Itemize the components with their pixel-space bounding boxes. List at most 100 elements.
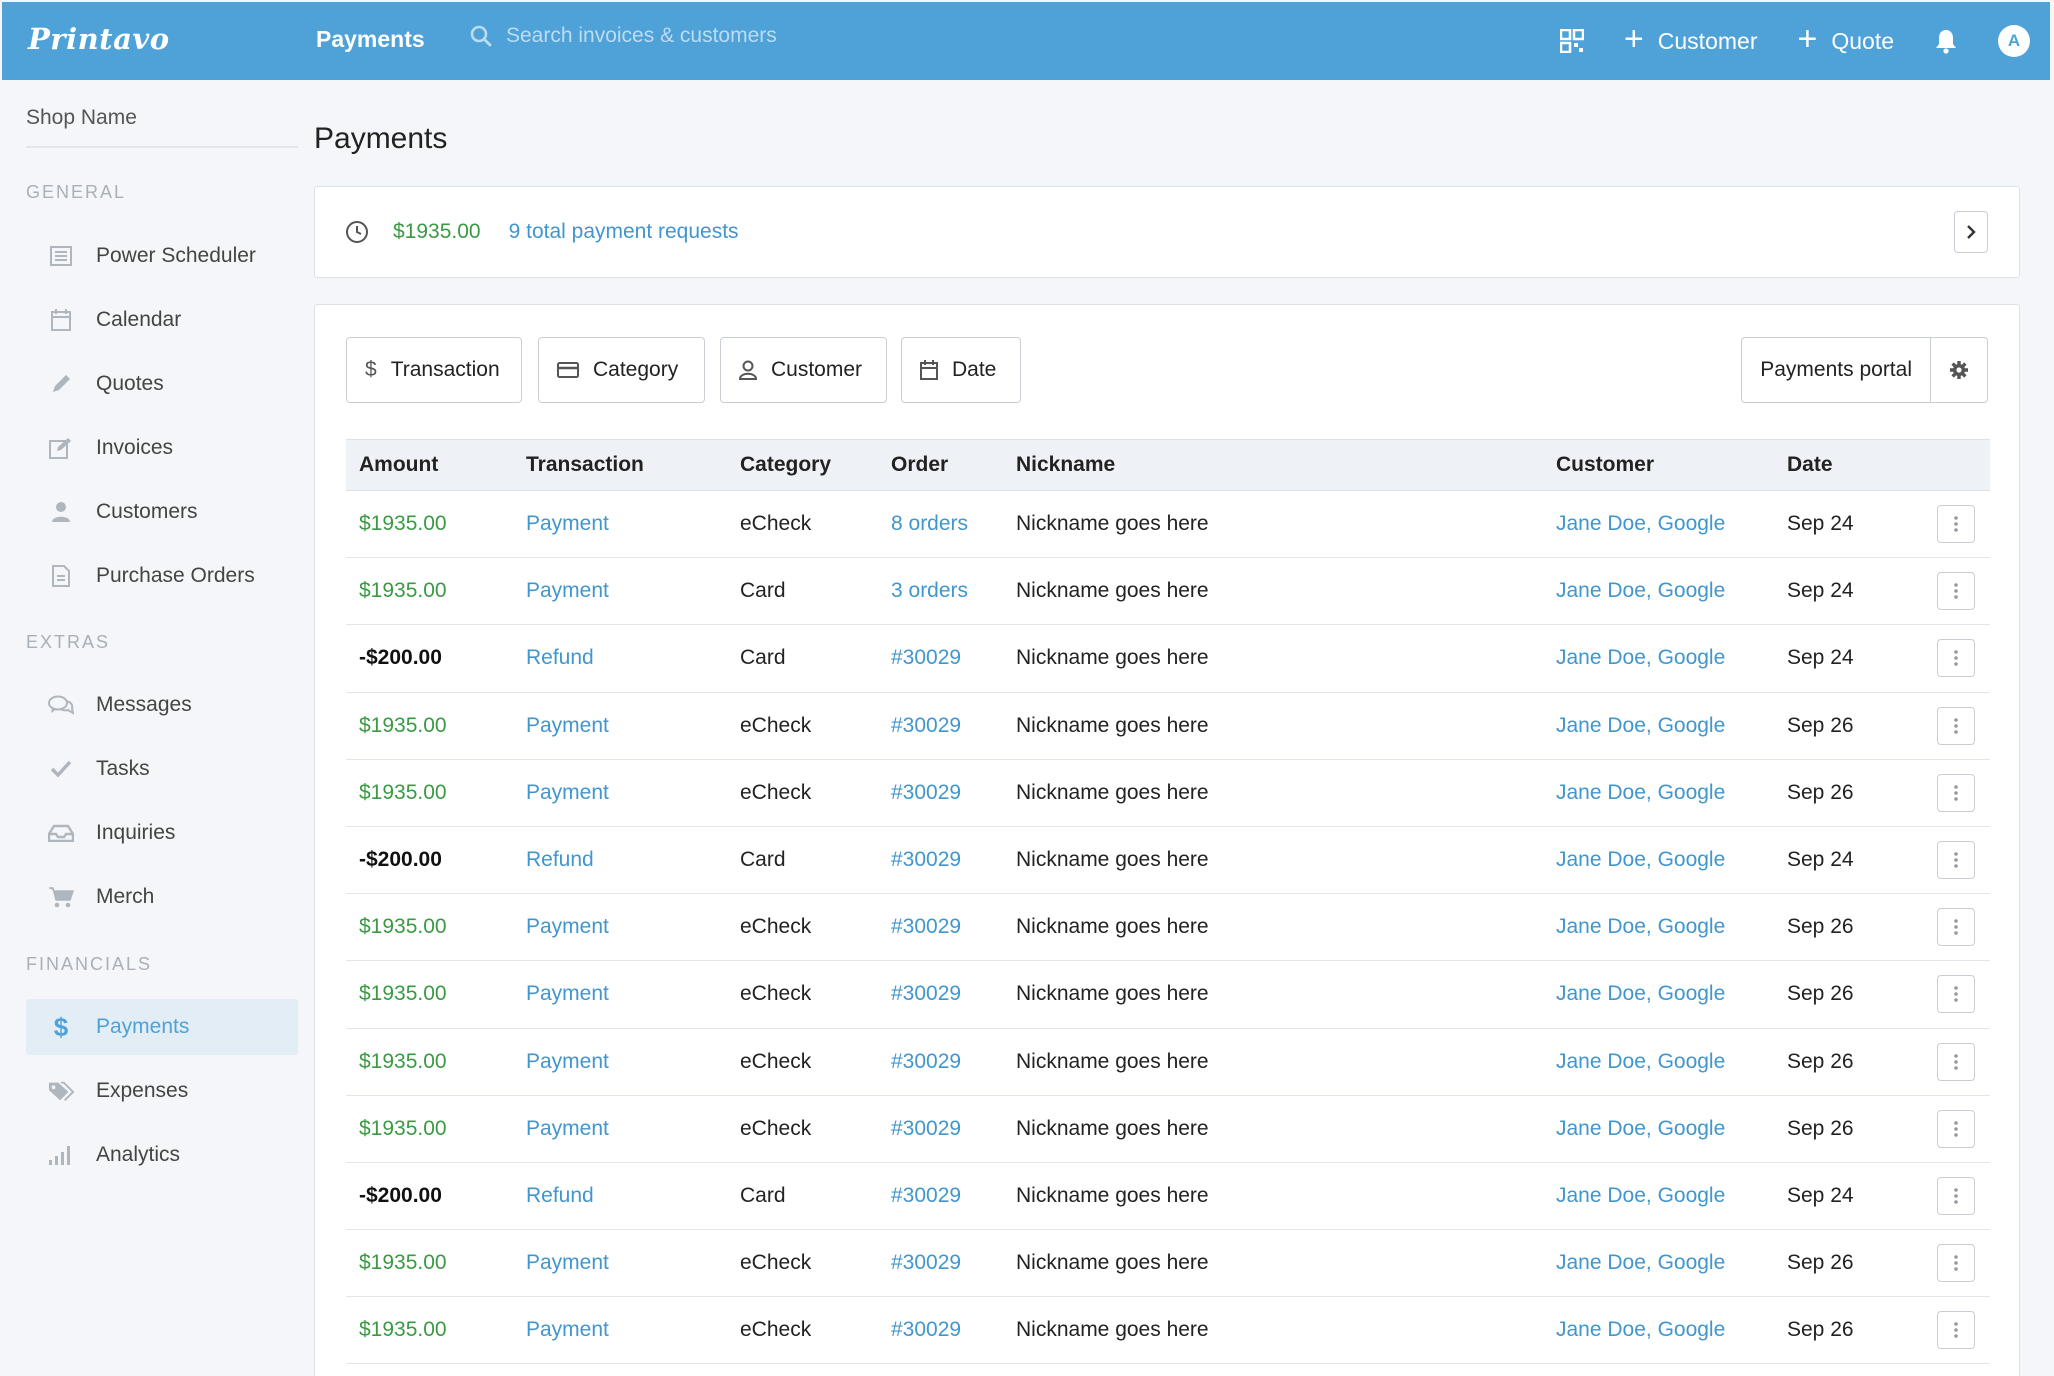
table-row[interactable]: $1935.00 Payment eCheck #30029 Nickname goes… <box>346 1230 1990 1298</box>
transaction-link[interactable]: Refund <box>526 1183 594 1207</box>
payment-requests-link[interactable]: 9 total payment requests <box>508 220 739 243</box>
order-link[interactable]: #30029 <box>891 1049 962 1073</box>
transaction-link[interactable]: Payment <box>526 713 609 737</box>
order-link[interactable]: #30029 <box>891 982 962 1006</box>
header-order[interactable]: Order <box>891 453 949 476</box>
add-customer-button[interactable]: + Customer <box>1624 22 1758 56</box>
transaction-link[interactable]: Payment <box>526 579 609 603</box>
sidebar-item-power-scheduler[interactable]: Power Scheduler <box>26 228 298 284</box>
header-amount[interactable]: Amount <box>359 453 439 476</box>
sidebar-item-expenses[interactable]: Expenses <box>26 1063 298 1119</box>
transaction-link[interactable]: Payment <box>526 780 609 804</box>
sidebar-item-messages[interactable]: Messages <box>26 677 298 733</box>
settings-button[interactable] <box>1931 338 1987 402</box>
transaction-link[interactable]: Payment <box>526 1049 609 1073</box>
sidebar-item-customers[interactable]: Customers <box>26 484 298 540</box>
customer-link[interactable]: Jane Doe, Google <box>1556 1318 1726 1342</box>
header-date[interactable]: Date <box>1787 453 1833 476</box>
customer-filter[interactable]: Customer <box>720 337 887 403</box>
avatar[interactable]: A <box>1998 25 2030 57</box>
category-filter[interactable]: Category <box>538 337 705 403</box>
sidebar-item-analytics[interactable]: Analytics <box>26 1127 298 1183</box>
row-menu-button[interactable] <box>1937 1176 1975 1215</box>
sidebar-item-calendar[interactable]: Calendar <box>26 292 298 348</box>
row-menu-button[interactable] <box>1937 773 1975 812</box>
table-row[interactable]: -$200.00 Refund Card #30029 Nickname goes he… <box>346 1163 1990 1231</box>
header-category[interactable]: Category <box>740 453 832 476</box>
table-row[interactable]: -$200.00 Refund Card #30029 Nickname goes he… <box>346 827 1990 895</box>
row-menu-button[interactable] <box>1937 908 1975 947</box>
customer-link[interactable]: Jane Doe, Google <box>1556 848 1726 872</box>
customer-link[interactable]: Jane Doe, Google <box>1556 1183 1726 1207</box>
qr-code-icon[interactable] <box>1559 29 1584 53</box>
add-quote-button[interactable]: + Quote <box>1797 22 1894 56</box>
sidebar-item-quotes[interactable]: Quotes <box>26 356 298 412</box>
order-link[interactable]: 8 orders <box>891 512 969 536</box>
table-row[interactable]: $1935.00 Payment eCheck #30029 Nickname goes… <box>346 961 1990 1029</box>
transaction-filter[interactable]: $ Transaction <box>346 337 522 403</box>
table-row[interactable]: $1935.00 Payment eCheck 8 orders Nickname go… <box>346 491 1990 559</box>
order-link[interactable]: #30029 <box>891 713 962 737</box>
row-menu-button[interactable] <box>1937 840 1975 879</box>
customer-link[interactable]: Jane Doe, Google <box>1556 646 1726 670</box>
payments-portal-button[interactable]: Payments portal <box>1742 338 1931 402</box>
transaction-link[interactable]: Payment <box>526 915 609 939</box>
customer-link[interactable]: Jane Doe, Google <box>1556 982 1726 1006</box>
search-bar[interactable]: Search invoices & customers <box>470 24 777 48</box>
customer-link[interactable]: Jane Doe, Google <box>1556 579 1726 603</box>
transaction-link[interactable]: Refund <box>526 848 594 872</box>
header-transaction[interactable]: Transaction <box>526 453 644 476</box>
transaction-link[interactable]: Payment <box>526 512 609 536</box>
table-row[interactable]: $1935.00 Payment eCheck #30029 Nickname goes… <box>346 693 1990 760</box>
order-link[interactable]: #30029 <box>891 780 962 804</box>
shop-name[interactable]: Shop Name <box>26 106 298 148</box>
sidebar-item-purchase-orders[interactable]: Purchase Orders <box>26 548 298 604</box>
sidebar-item-invoices[interactable]: Invoices <box>26 420 298 476</box>
row-menu-button[interactable] <box>1937 572 1975 611</box>
order-link[interactable]: #30029 <box>891 1318 962 1342</box>
customer-link[interactable]: Jane Doe, Google <box>1556 915 1726 939</box>
transaction-link[interactable]: Payment <box>526 1251 609 1275</box>
row-menu-button[interactable] <box>1937 1109 1975 1148</box>
table-row[interactable]: $1935.00 Payment eCheck #30029 Nickname goes… <box>346 1096 1990 1163</box>
row-menu-button[interactable] <box>1937 639 1975 678</box>
transaction-link[interactable]: Payment <box>526 1116 609 1140</box>
date-filter[interactable]: Date <box>901 337 1021 403</box>
table-row[interactable]: -$200.00 Refund Card #30029 Nickname goes he… <box>346 625 1990 693</box>
sidebar-item-merch[interactable]: Merch <box>26 869 298 925</box>
order-link[interactable]: #30029 <box>891 1183 962 1207</box>
transaction-link[interactable]: Payment <box>526 982 609 1006</box>
transaction-link[interactable]: Payment <box>526 1318 609 1342</box>
row-menu-button[interactable] <box>1937 706 1975 745</box>
header-nickname[interactable]: Nickname <box>1016 453 1116 476</box>
row-menu-button[interactable] <box>1937 505 1975 543</box>
printavo-logo[interactable]: Printavo <box>28 22 170 56</box>
order-link[interactable]: #30029 <box>891 915 962 939</box>
table-row[interactable]: $1935.00 Payment eCheck #30029 Nickname goes… <box>346 1297 1990 1365</box>
header-customer[interactable]: Customer <box>1556 453 1655 476</box>
table-row[interactable]: $1935.00 Payment Card 3 orders Nickname goes… <box>346 558 1990 626</box>
row-menu-button[interactable] <box>1937 1042 1975 1081</box>
customer-link[interactable]: Jane Doe, Google <box>1556 780 1726 804</box>
search-input[interactable]: Search invoices & customers <box>506 24 777 47</box>
expand-summary-button[interactable] <box>1954 211 1988 253</box>
table-row[interactable]: $1935.00 Payment eCheck #30029 Nickname goes… <box>346 760 1990 827</box>
sidebar-item-tasks[interactable]: Tasks <box>26 741 298 797</box>
customer-link[interactable]: Jane Doe, Google <box>1556 713 1726 737</box>
table-row[interactable]: $1935.00 Payment eCheck #30029 Nickname goes… <box>346 1029 1990 1096</box>
sidebar-item-payments[interactable]: $ Payments <box>26 999 298 1055</box>
customer-link[interactable]: Jane Doe, Google <box>1556 1251 1726 1275</box>
order-link[interactable]: #30029 <box>891 1116 962 1140</box>
order-link[interactable]: #30029 <box>891 646 962 670</box>
transaction-link[interactable]: Refund <box>526 646 594 670</box>
order-link[interactable]: #30029 <box>891 1251 962 1275</box>
bell-icon[interactable] <box>1934 28 1958 54</box>
table-row[interactable]: $1935.00 Payment eCheck #30029 Nickname goes… <box>346 894 1990 962</box>
customer-link[interactable]: Jane Doe, Google <box>1556 1116 1726 1140</box>
sidebar-item-inquiries[interactable]: Inquiries <box>26 805 298 861</box>
customer-link[interactable]: Jane Doe, Google <box>1556 512 1726 536</box>
row-menu-button[interactable] <box>1937 1311 1975 1350</box>
row-menu-button[interactable] <box>1937 975 1975 1014</box>
order-link[interactable]: 3 orders <box>891 579 969 603</box>
order-link[interactable]: #30029 <box>891 848 962 872</box>
